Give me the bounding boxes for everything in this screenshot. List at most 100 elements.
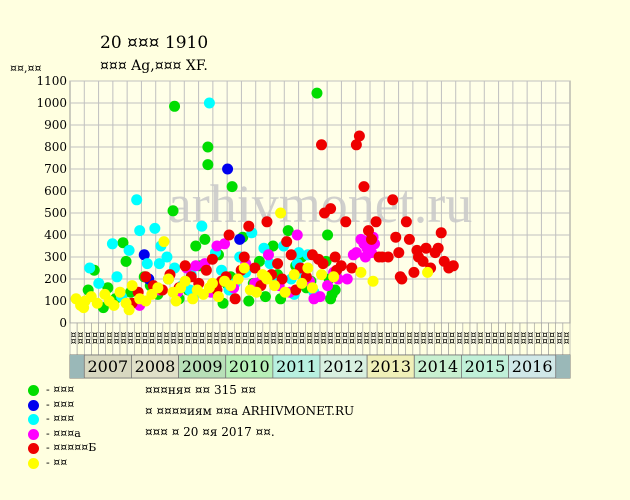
data-point-series-1 — [234, 233, 246, 245]
data-point-series-4 — [317, 258, 329, 270]
data-point-series-5 — [296, 277, 308, 289]
data-point-series-4 — [346, 262, 358, 274]
data-point-series-4 — [276, 273, 288, 285]
slot-label: ¤¤ — [318, 332, 329, 345]
data-point-series-4 — [350, 139, 362, 151]
slot-label: ¤¤ — [82, 332, 93, 345]
data-point-series-5 — [279, 286, 291, 298]
data-point-series-4 — [200, 264, 212, 276]
year-label: 2014 — [417, 357, 458, 376]
slot-label: ¤¤ — [332, 332, 343, 345]
data-point-series-4 — [411, 244, 423, 256]
slot-label: ¤¤ — [468, 332, 479, 345]
slot-label: ¤¤ — [460, 332, 471, 345]
slot-label: ¤¤ — [275, 332, 286, 345]
data-point-series-4 — [206, 253, 218, 265]
legend-dot-icon — [28, 457, 39, 469]
slot-label: ¤¤ — [296, 332, 307, 345]
legend-dot-icon — [28, 414, 39, 426]
data-point-series-5 — [288, 269, 300, 281]
slot-label: ¤¤ — [382, 332, 393, 345]
legend-label: - ¤¤ — [46, 455, 68, 469]
year-label: 2007 — [87, 357, 128, 376]
slot-label: ¤¤ — [239, 332, 250, 345]
data-point-series-2 — [111, 271, 123, 283]
slot-label: ¤¤ — [560, 332, 571, 345]
data-point-series-0 — [226, 181, 238, 193]
y-tick-label: 200 — [44, 272, 67, 286]
data-point-series-3 — [314, 291, 326, 303]
slot-label: ¤¤ — [368, 332, 379, 345]
slot-label: ¤¤ — [168, 332, 179, 345]
data-point-series-2 — [106, 238, 118, 250]
y-tick-label: 900 — [44, 118, 67, 132]
slot-label: ¤¤ — [189, 332, 200, 345]
slot-label: ¤¤ — [546, 332, 557, 345]
data-point-series-2 — [153, 258, 165, 270]
data-point-series-4 — [400, 216, 412, 228]
data-point-series-4 — [417, 255, 429, 267]
data-point-series-3 — [219, 238, 231, 250]
slot-label: ¤¤ — [510, 332, 521, 345]
data-point-series-3 — [262, 249, 274, 261]
data-point-series-0 — [322, 229, 334, 241]
slot-label: ¤¤ — [346, 332, 357, 345]
data-point-series-4 — [179, 260, 191, 272]
year-label: 2008 — [135, 357, 176, 376]
slot-label: ¤¤ — [425, 332, 436, 345]
data-point-series-5 — [170, 295, 182, 307]
data-point-series-4 — [229, 293, 241, 305]
data-point-series-3 — [347, 249, 359, 261]
data-point-series-4 — [393, 247, 405, 259]
data-point-series-5 — [152, 282, 164, 294]
data-point-series-2 — [184, 284, 196, 296]
data-point-series-5 — [162, 273, 174, 285]
data-point-series-5 — [259, 271, 271, 283]
y-tick-label: 1100 — [36, 74, 67, 88]
slot-label: ¤¤ — [268, 332, 279, 345]
data-point-series-4 — [362, 225, 374, 237]
slot-label: ¤¤ — [175, 332, 186, 345]
year-band-left-block — [70, 355, 85, 378]
slot-label: ¤¤ — [118, 332, 129, 345]
data-point-series-5 — [212, 291, 224, 303]
slot-label: ¤¤ — [89, 332, 100, 345]
data-point-series-4 — [223, 229, 235, 241]
note-3: ¤¤¤ ¤ 20 ¤я 2017 ¤¤. — [145, 425, 275, 439]
y-tick-label: 1000 — [36, 96, 67, 110]
year-label: 2015 — [465, 357, 506, 376]
note-2: ¤ ¤¤¤¤иям ¤¤а ARHIVMONET.RU — [145, 404, 355, 418]
slot-label: ¤¤ — [525, 332, 536, 345]
data-point-series-5 — [91, 297, 103, 309]
note-1: ¤¤¤ня¤ ¤¤ 315 ¤¤ — [145, 383, 256, 397]
data-point-series-4 — [435, 227, 447, 239]
data-point-series-5 — [225, 280, 237, 292]
slot-label: ¤¤ — [539, 332, 550, 345]
y-tick-label: 100 — [44, 294, 67, 308]
slot-label: ¤¤ — [553, 332, 564, 345]
year-cell — [508, 354, 557, 379]
data-point-series-2 — [131, 194, 143, 206]
slot-label: ¤¤ — [260, 332, 271, 345]
slot-label: ¤¤ — [475, 332, 486, 345]
data-point-series-5 — [238, 262, 250, 274]
data-point-series-2 — [196, 220, 208, 232]
slot-label: ¤¤ — [503, 332, 514, 345]
data-point-series-4 — [390, 231, 402, 243]
data-point-series-0 — [259, 291, 271, 303]
y-tick-label: 800 — [44, 140, 67, 154]
data-point-series-1 — [222, 163, 234, 175]
slot-label: ¤¤ — [482, 332, 493, 345]
data-point-series-5 — [108, 299, 120, 311]
slot-label: ¤¤ — [389, 332, 400, 345]
data-point-series-0 — [190, 240, 202, 252]
data-point-series-5 — [114, 286, 126, 298]
data-point-series-5 — [158, 236, 170, 248]
slot-label: ¤¤ — [325, 332, 336, 345]
slot-label: ¤¤ — [96, 332, 107, 345]
data-point-series-2 — [149, 222, 161, 234]
legend-dot-icon — [28, 428, 39, 440]
data-point-series-0 — [311, 87, 323, 99]
data-point-series-5 — [275, 207, 287, 219]
